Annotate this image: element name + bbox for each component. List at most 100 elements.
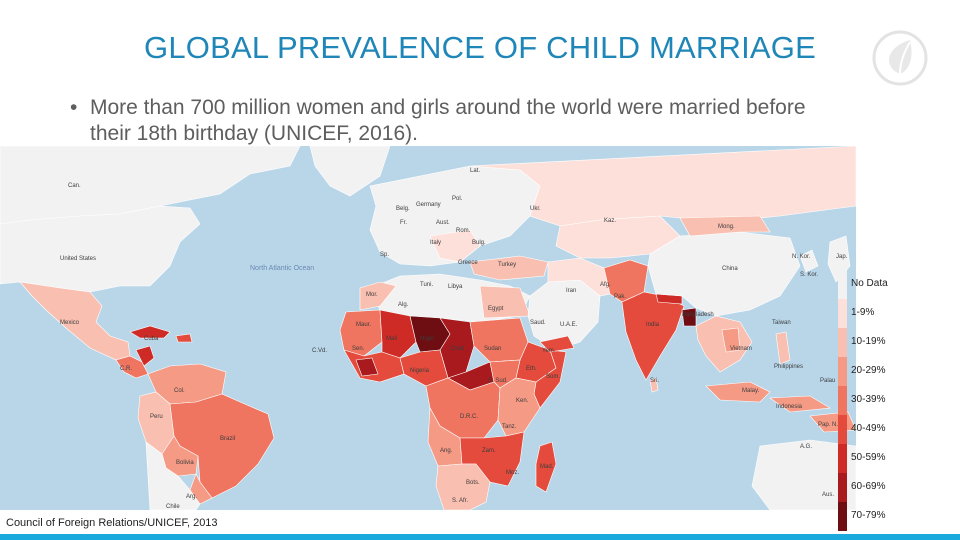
legend-label: 10-19%: [851, 336, 886, 347]
map-label: S. Afr.: [452, 498, 468, 504]
map-label: Tanz.: [502, 424, 517, 430]
map-label: D.R.C.: [460, 414, 478, 420]
map-label: Vietnam: [730, 346, 752, 352]
legend-item: 1-9%: [838, 299, 960, 328]
map-label: Brazil: [220, 436, 235, 442]
map-label: Pap. N.G.: [818, 422, 845, 428]
map-label: Saud.: [530, 320, 546, 326]
map-label: C.R.: [120, 366, 132, 372]
country-chile-argentina: [145, 441, 201, 510]
country-paraguay: [189, 473, 213, 505]
map-label: Mali: [386, 336, 397, 342]
legend-item: 50-59%: [838, 444, 960, 473]
bullet-text: More than 700 million women and girls ar…: [90, 96, 806, 145]
map-label: Kaz.: [604, 218, 616, 224]
country-greenland: [309, 146, 391, 197]
map-label: Rom.: [456, 228, 471, 234]
map-label: Col.: [174, 388, 185, 394]
map-label: N. Kor.: [792, 254, 811, 260]
country-indonesia: [705, 381, 831, 413]
map-label: Mong.: [718, 224, 735, 230]
legend-label: No Data: [851, 278, 888, 289]
map-label: Tuni.: [420, 282, 433, 288]
source-citation: Council of Foreign Relations/UNICEF, 201…: [6, 517, 218, 529]
world-map: North Atlantic Ocean Can. United States …: [0, 146, 856, 510]
legend-item: 10-19%: [838, 328, 960, 357]
country-madagascar: [535, 441, 557, 493]
legend-label: 30-39%: [851, 394, 886, 405]
legend-swatch: [838, 299, 847, 328]
country-nicaragua: [135, 345, 155, 367]
map-label: Sp.: [380, 252, 389, 258]
map-label: A.G.: [800, 444, 812, 450]
country-laos-cambodia: [721, 327, 741, 353]
map-label: Niger: [420, 336, 434, 342]
map-label: Afg.: [600, 282, 611, 288]
map-label: Fr.: [400, 220, 407, 226]
legend-item: 20-29%: [838, 357, 960, 386]
legend-item: No Data: [838, 270, 960, 299]
map-label: Eth.: [526, 366, 537, 372]
map-label: Iran: [566, 288, 576, 294]
map-label: S. Sud.: [488, 378, 508, 384]
map-label: Nigeria: [410, 368, 430, 374]
legend: No Data 1-9% 10-19% 20-29% 30-39% 40-49% 50-59…: [838, 270, 960, 540]
map-label: Cuba: [144, 336, 159, 342]
country-mongolia: [679, 215, 771, 237]
map-label: Mad.: [540, 464, 554, 470]
country-southern-africa: [435, 463, 491, 510]
map-label: Libya: [448, 284, 463, 290]
map-label: Chile: [166, 504, 180, 510]
map-label: Pol.: [452, 196, 463, 202]
map-label: Sri.: [650, 378, 659, 384]
map-label: Sen.: [352, 346, 365, 352]
legend-item: 70-79%: [838, 502, 960, 531]
country-cuba: [129, 325, 171, 339]
map-label: Alg.: [398, 302, 409, 308]
country-guinea: [355, 357, 379, 377]
country-india: [621, 291, 685, 381]
country-philippines: [775, 331, 791, 365]
country-australia: [751, 439, 856, 510]
legend-swatch: [838, 357, 847, 386]
map-label: Mor.: [366, 292, 378, 298]
map-label: Malay.: [742, 388, 760, 394]
map-label: Yem.: [542, 348, 556, 354]
legend-swatch: [838, 473, 847, 502]
map-label: Chad: [450, 346, 464, 352]
legend-swatch: [838, 270, 847, 299]
legend-item: 30-39%: [838, 386, 960, 415]
map-label: Sudan: [484, 346, 501, 352]
map-label: Zam.: [482, 448, 496, 454]
legend-swatch: [838, 328, 847, 357]
map-label: Aus.: [822, 492, 834, 498]
legend-item: 60-69%: [838, 473, 960, 502]
map-label: Mexico: [60, 320, 80, 326]
map-label: Moz.: [506, 470, 519, 476]
country-iran: [547, 257, 611, 297]
map-label: Egypt: [488, 306, 504, 312]
country-turkey: [469, 255, 549, 281]
legend-swatch: [838, 415, 847, 444]
map-label: China: [722, 266, 738, 272]
map-label: Bots.: [466, 480, 480, 486]
map-label: Bolivia: [176, 460, 194, 466]
legend-label: 50-59%: [851, 452, 886, 463]
map-label: Italy: [430, 240, 441, 246]
leaf-circle-icon: [872, 30, 928, 86]
map-label: Arg.: [186, 494, 197, 500]
country-east-africa: [497, 377, 541, 437]
map-label: Philippines: [774, 364, 803, 370]
map-label: Maur.: [356, 322, 371, 328]
map-label: Can.: [68, 183, 81, 189]
slide-title: GLOBAL PREVALENCE OF CHILD MARRIAGE: [144, 30, 816, 65]
map-label: Jap.: [836, 254, 848, 260]
country-yemen: [539, 335, 575, 353]
map-label: Germany: [416, 202, 441, 208]
map-label: Ang.: [440, 448, 453, 454]
map-label: C.Vd.: [312, 348, 327, 354]
country-morocco: [359, 281, 397, 311]
legend-label: 40-49%: [851, 423, 886, 434]
map-label: Ukr.: [530, 206, 541, 212]
map-label: Palau: [820, 378, 835, 384]
